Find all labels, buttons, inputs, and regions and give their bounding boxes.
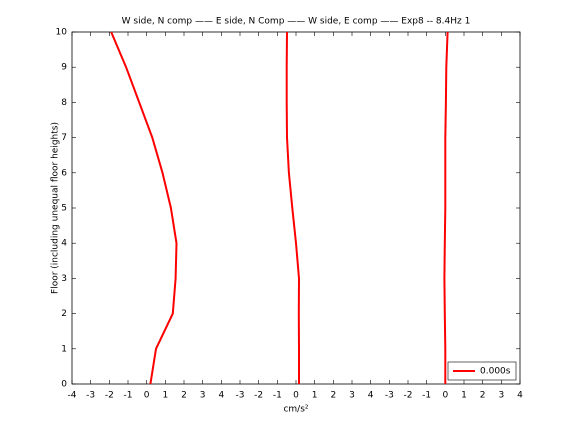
y-tick-label: 2	[61, 309, 67, 319]
data-line	[110, 31, 178, 385]
x-tick-label: 4	[218, 391, 224, 401]
x-tick-label: 3	[200, 391, 206, 401]
x-tick-label: 4	[517, 391, 523, 401]
y-tick-label: 0	[61, 380, 67, 390]
x-axis-label: cm/s²	[283, 405, 308, 415]
x-tick-label: 3	[349, 391, 355, 401]
y-tick-label: 7	[61, 133, 67, 143]
x-tick-label: 4	[368, 391, 374, 401]
y-tick-label: 1	[61, 344, 67, 354]
x-tick-label: 2	[330, 391, 336, 401]
y-tick-label: 6	[61, 168, 67, 178]
y-tick-label: 8	[61, 98, 67, 108]
legend-label: 0.000s	[480, 367, 511, 377]
x-tick-label: -2	[105, 391, 114, 401]
x-tick-label: -3	[385, 391, 394, 401]
x-tick-label: 1	[461, 391, 467, 401]
chart-title: W side, N comp —— E side, N Comp —— W si…	[122, 17, 471, 27]
x-tick-label: 1	[162, 391, 168, 401]
y-tick-label: 3	[61, 274, 67, 284]
x-tick-label: 0	[144, 391, 150, 401]
x-tick-label: -3	[86, 391, 95, 401]
y-tick-label: 10	[56, 28, 68, 38]
y-axis-label: Floor (including unequal floor heights)	[51, 122, 61, 294]
x-tick-label: 1	[312, 391, 318, 401]
legend-box	[447, 361, 517, 381]
x-tick-label: -3	[236, 391, 245, 401]
x-tick-label: 0	[293, 391, 299, 401]
y-tick-label: 5	[61, 204, 67, 214]
x-tick-label: -1	[273, 391, 282, 401]
x-tick-label: 2	[480, 391, 486, 401]
x-tick-label: -1	[124, 391, 133, 401]
x-tick-label: -2	[404, 391, 413, 401]
x-tick-label: -4	[68, 391, 77, 401]
data-line	[443, 31, 449, 384]
data-line	[285, 31, 301, 384]
x-tick-label: 0	[442, 391, 448, 401]
y-tick-label: 4	[61, 239, 67, 249]
x-tick-label: 3	[498, 391, 504, 401]
x-tick-label: -2	[254, 391, 263, 401]
y-tick-label: 9	[61, 63, 67, 73]
x-tick-label: -1	[422, 391, 431, 401]
x-tick-label: 2	[181, 391, 187, 401]
